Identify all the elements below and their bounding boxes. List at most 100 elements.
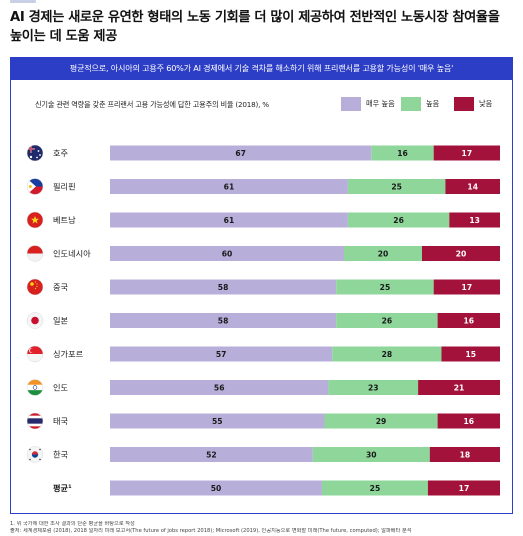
chart-row: 싱가포르 57 28 15	[26, 345, 500, 363]
bar-segment-low	[445, 179, 500, 194]
category-label: 평균¹	[53, 483, 72, 493]
footnote-1: 1. 위 국가에 대한 조사 결과의 단순 평균을 바탕으로 작성	[10, 521, 135, 527]
bar-segment-high	[347, 179, 446, 194]
data-label-very-high: 61	[224, 183, 235, 192]
bar-segment-low	[449, 212, 500, 228]
legend-item-very-high: 매우 높음	[341, 96, 395, 112]
category-label: 호주	[53, 148, 69, 158]
data-label-high: 20	[378, 250, 389, 259]
singapore-flag-icon	[26, 345, 44, 363]
key-finding-banner: 평균적으로, 아시아의 고용주 60%가 AI 경제에서 기술 격차를 해소하기…	[10, 57, 513, 80]
bar-segment-very-high	[110, 380, 329, 395]
chart-row: 호주 67 16 17	[26, 144, 500, 162]
bar-segment-high	[371, 145, 434, 161]
data-label-low: 17	[462, 149, 473, 158]
legend-swatch-high	[401, 97, 421, 111]
chart-row: 인도네시아 60 20 20	[26, 245, 500, 262]
korea-flag-icon	[26, 446, 44, 463]
data-label-high: 16	[397, 149, 408, 158]
legend-label-very-high: 매우 높음	[366, 99, 395, 108]
india-flag-icon	[26, 379, 44, 396]
bar-segment-low	[437, 413, 500, 429]
data-label-very-high: 58	[218, 317, 229, 326]
bar-segment-very-high	[110, 145, 372, 161]
category-label: 태국	[53, 416, 69, 426]
bar-segment-very-high	[110, 212, 348, 228]
category-label: 인도	[53, 383, 69, 393]
legend-label-low: 낮음	[479, 99, 493, 108]
chart-row: 중국 58 25 17	[26, 278, 500, 296]
page-headline: AI 경제는 새로운 유연한 형태의 노동 기회를 더 많이 제공하여 전반적인…	[10, 10, 500, 44]
data-label-very-high: 67	[235, 149, 246, 158]
australia-flag-icon	[26, 144, 44, 162]
bar-segment-very-high	[110, 346, 333, 362]
data-label-low: 20	[456, 250, 467, 259]
bar-segment-high	[336, 279, 434, 295]
data-label-low: 14	[467, 183, 478, 192]
data-label-very-high: 57	[216, 350, 227, 359]
data-label-high: 28	[382, 350, 393, 359]
bar-segment-low	[441, 346, 500, 362]
chart-row: 일본 58 26 16	[26, 312, 500, 329]
category-label: 한국	[53, 450, 69, 460]
category-label: 싱가포르	[53, 349, 84, 359]
category-label: 중국	[53, 282, 69, 292]
bar-segment-very-high	[110, 480, 322, 496]
bar-segment-high	[321, 480, 428, 496]
data-label-high: 25	[370, 484, 381, 493]
bar-segment-low	[422, 246, 500, 261]
bar-segment-low	[433, 145, 500, 161]
footnote-source: 출처: 세계경제포럼 (2018), 2018 일자리 미래 보고서(The f…	[10, 528, 412, 534]
data-label-high: 23	[368, 384, 379, 393]
china-flag-icon	[26, 278, 44, 296]
bar-segment-very-high	[110, 279, 337, 295]
data-label-high: 25	[380, 283, 391, 292]
legend-swatch-very-high	[341, 97, 361, 111]
bar-segment-high	[324, 413, 438, 429]
data-label-very-high: 55	[212, 417, 223, 426]
bar-segment-low	[418, 380, 500, 395]
data-label-very-high: 60	[222, 250, 233, 259]
data-label-high: 29	[376, 417, 387, 426]
chart-row: 한국 52 30 18	[26, 446, 500, 463]
bar-segment-high	[336, 313, 438, 328]
bar-segment-very-high	[110, 447, 313, 462]
chart-row: 평균¹ 50 25 17	[53, 480, 500, 496]
legend-item-high: 높음	[401, 96, 439, 112]
bar-segment-high	[312, 447, 430, 462]
data-label-low: 15	[465, 350, 476, 359]
bar-segment-low	[429, 447, 500, 462]
category-label: 일본	[53, 316, 69, 326]
data-label-low: 13	[469, 216, 480, 225]
data-label-very-high: 61	[224, 216, 235, 225]
japan-flag-icon	[26, 312, 44, 329]
data-label-high: 25	[391, 183, 402, 192]
section-tag	[10, 0, 36, 3]
philippines-flag-icon	[26, 178, 44, 195]
vietnam-flag-icon	[26, 211, 44, 229]
data-label-high: 26	[382, 317, 393, 326]
data-label-very-high: 52	[206, 451, 217, 460]
data-label-low: 21	[454, 384, 465, 393]
footnotes: 1. 위 국가에 대한 조사 결과의 단순 평균을 바탕으로 작성 출처: 세계…	[10, 521, 515, 535]
data-label-very-high: 50	[211, 484, 222, 493]
chart-row: 필리핀 61 25 14	[26, 178, 500, 195]
bar-segment-very-high	[110, 413, 325, 429]
legend-swatch-low	[454, 97, 474, 111]
bar-segment-low	[427, 480, 500, 496]
chart-row: 베트남 61 26 13	[26, 211, 500, 229]
bar-segment-high	[328, 380, 419, 395]
data-label-very-high: 56	[214, 384, 225, 393]
bar-segment-high	[347, 212, 450, 228]
data-label-low: 17	[459, 484, 470, 493]
category-label: 필리핀	[53, 182, 76, 192]
data-label-very-high: 58	[218, 283, 229, 292]
chart-row: 태국 55 29 16	[26, 412, 500, 430]
data-label-low: 18	[460, 451, 471, 460]
thailand-flag-icon	[26, 412, 44, 430]
data-label-low: 16	[464, 417, 475, 426]
category-label: 베트남	[53, 215, 76, 225]
indonesia-flag-icon	[26, 245, 44, 262]
legend-label-high: 높음	[426, 99, 440, 108]
